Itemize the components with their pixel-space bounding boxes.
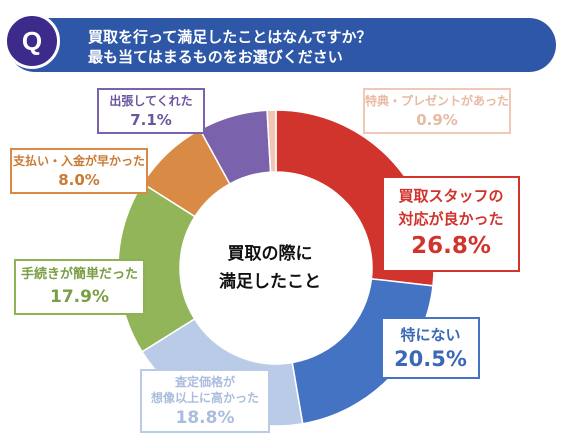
question-banner [8,18,556,72]
chart-center-label: 買取の際に 満足したこと [200,240,340,296]
slice-name-pay: 支払い・入金が早かった [12,154,145,168]
question-line-1: 買取を行って満足したことはなんですか？ [88,28,372,46]
slice-value-gift: 0.9% [416,111,458,129]
question-line-2: 最も当てはまるものをお選びください [88,48,343,66]
slice-name-staff-line-1: 買取スタッフの [398,187,504,205]
slice-name-assess-line-1: 査定価格が [174,375,235,389]
slice-name-proc: 手続きが簡単だった [20,267,138,282]
center-line-1: 買取の際に [227,244,313,264]
data-label-staff: 買取スタッフの 対応が良かった 26.8% [382,176,520,272]
slice-value-visit: 7.1% [130,111,172,129]
data-label-gift: 特典・プレゼントがあった 0.9% [363,88,511,134]
slice-name-none: 特にない [400,326,461,344]
data-label-visit: 出張してくれた 7.1% [97,88,205,134]
slice-value-assess: 18.8% [175,408,235,428]
data-label-none: 特にない 20.5% [381,317,480,379]
data-label-pay: 支払い・入金が早かった 8.0% [10,148,148,194]
question-badge: Q [4,13,60,69]
data-label-assess: 査定価格が 想像以上に高かった 18.8% [140,369,270,433]
data-label-proc: 手続きが簡単だった 17.9% [14,259,145,315]
slice-value-none: 20.5% [394,347,467,371]
slice-name-gift: 特典・プレゼントがあった [365,94,510,108]
slice-value-staff: 26.8% [411,233,491,259]
slice-value-pay: 8.0% [58,171,100,189]
slice-name-assess-line-2: 想像以上に高かった [150,391,259,405]
slice-name-visit: 出張してくれた [109,94,193,108]
question-text: 買取を行って満足したことはなんですか？ 最も当てはまるものをお選びください [88,27,538,67]
slice-value-proc: 17.9% [50,287,109,307]
donut-slice-gift [266,109,277,173]
slice-name-staff-line-2: 対応が良かった [398,210,504,228]
center-line-2: 満足したこと [219,272,321,292]
